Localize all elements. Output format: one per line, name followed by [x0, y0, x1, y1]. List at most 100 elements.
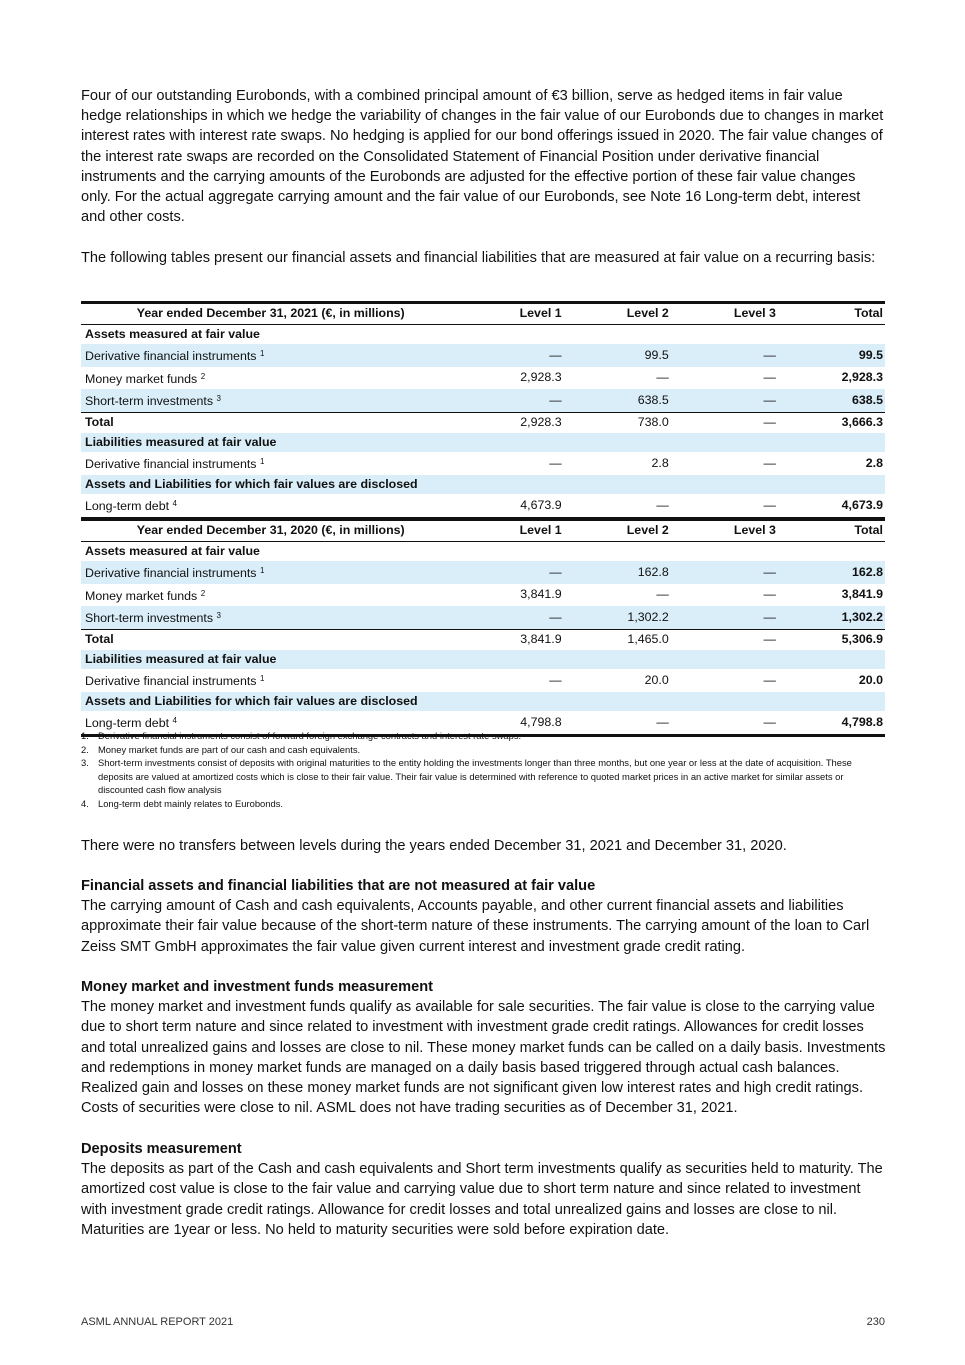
- footnote-ref: 2: [200, 588, 206, 598]
- footnote: 4. Long-term debt mainly relates to Eurob…: [81, 797, 871, 811]
- section-body: The money market and investment funds qu…: [81, 999, 886, 1117]
- section-heading: Deposits measurement: [81, 1141, 242, 1157]
- row-label: Liabilities measured at fair value: [81, 649, 885, 670]
- row-label-text: Assets and Liabilities for which fair va…: [85, 693, 418, 708]
- cell-value: —: [670, 494, 778, 520]
- cell-value: 2.8: [651, 455, 669, 470]
- row-label-text: Derivative financial instruments: [85, 457, 257, 472]
- cell-value: 20.0: [644, 672, 669, 687]
- cell-value: 4,798.8: [456, 711, 564, 737]
- row-label-text: Derivative financial instruments: [85, 674, 257, 689]
- row-label: Long-term debt 4: [81, 494, 457, 520]
- cell-value: 5,306.9: [777, 628, 885, 650]
- cell-value: 3,841.9: [456, 628, 564, 650]
- intro-paragraph: Four of our outstanding Eurobonds, with …: [81, 88, 884, 226]
- row-label: Long-term debt 4: [81, 711, 457, 737]
- table-row: Short-term investments 3—638.5—638.5: [81, 389, 885, 413]
- cell-value: 3,841.9: [520, 587, 562, 602]
- cell-value: 1,302.2: [777, 606, 885, 630]
- row-label: Derivative financial instruments 1: [81, 344, 457, 367]
- column-header: Level 1: [456, 518, 564, 542]
- row-label-text: Derivative financial instruments: [85, 349, 257, 364]
- column-header: Level 3: [670, 518, 778, 542]
- cell-value: —: [670, 628, 778, 650]
- table-title: Year ended December 31, 2020 (€, in mill…: [81, 518, 457, 542]
- cell-value: —: [549, 672, 562, 687]
- row-label: Derivative financial instruments 1: [81, 452, 456, 475]
- row-label-text: Total: [85, 631, 114, 646]
- table-row: Derivative financial instruments 1—99.5—…: [81, 344, 885, 367]
- row-label-text: Assets measured at fair value: [85, 326, 260, 341]
- row-label-text: Assets and Liabilities for which fair va…: [85, 476, 418, 491]
- fair-value-table-2021: Year ended December 31, 2021 (€, in mill…: [81, 301, 885, 520]
- cell-value: —: [670, 389, 778, 413]
- cell-value: —: [456, 606, 564, 630]
- table-header-row: Year ended December 31, 2021 (€, in mill…: [81, 301, 885, 325]
- total-row: Total 3,841.9 1,465.0—5,306.9: [81, 628, 885, 650]
- table-row: Short-term investments 3—1,302.2—1,302.2: [81, 606, 885, 630]
- section-not-fair-value: Financial assets and financial liabiliti…: [81, 876, 887, 957]
- footnote-number: 1.: [81, 730, 89, 741]
- cell-value: 638.5: [563, 389, 671, 413]
- table-title: Year ended December 31, 2021 (€, in mill…: [81, 301, 457, 325]
- cell-value: 4,673.9: [777, 494, 885, 520]
- row-label: Assets measured at fair value: [81, 324, 885, 344]
- row-label-text: Money market funds: [85, 588, 198, 603]
- transfers-text: There were no transfers between levels d…: [81, 838, 787, 854]
- table-row: Derivative financial instruments 1 — 20.0 —…: [81, 669, 885, 692]
- footnote-ref: 1: [259, 566, 265, 576]
- cell-value: 638.5: [777, 389, 885, 413]
- page-number: 230: [866, 1316, 885, 1328]
- footnote-text: Derivative financial instruments consist…: [98, 730, 522, 741]
- footnotes: 1. Derivative financial instruments consi…: [81, 729, 871, 811]
- column-header: Level 1: [456, 301, 564, 325]
- column-header: Level 2: [563, 301, 671, 325]
- cell-value: —: [670, 711, 778, 737]
- row-label: Money market funds 2: [81, 367, 456, 390]
- cell-value: —: [670, 561, 778, 584]
- row-label-text: Short-term investments: [85, 394, 214, 409]
- footnote-ref: 3: [216, 394, 221, 404]
- row-label-text: Money market funds: [85, 371, 198, 386]
- row-label: Derivative financial instruments 1: [81, 669, 456, 692]
- section-row: Assets and Liabilities for which fair va…: [81, 474, 885, 495]
- cell-value: 1,465.0: [563, 628, 671, 650]
- table-row: Long-term debt 4 4,673.9— —4,673.9: [81, 494, 885, 520]
- section-body: The deposits as part of the Cash and cas…: [81, 1161, 883, 1238]
- fair-value-table-2020: Year ended December 31, 2020 (€, in mill…: [81, 518, 885, 737]
- cell-value: —: [656, 370, 669, 385]
- footnote-ref: 3: [216, 611, 221, 621]
- cell-value: 2,928.3: [520, 370, 562, 385]
- cell-value: —: [763, 455, 776, 470]
- row-label-text: Assets measured at fair value: [85, 543, 260, 558]
- section-heading: Financial assets and financial liabiliti…: [81, 878, 596, 894]
- footnote-ref: 2: [200, 371, 206, 381]
- row-label: Assets and Liabilities for which fair va…: [81, 474, 885, 495]
- section-deposits: Deposits measurement The deposits as par…: [81, 1139, 887, 1240]
- footnote: 2. Money market funds are part of our cas…: [81, 743, 871, 757]
- cell-value: 3,666.3: [777, 411, 885, 433]
- cell-value: —: [763, 672, 776, 687]
- row-label-text: Derivative financial instruments: [85, 566, 257, 581]
- row-label-text: Liabilities measured at fair value: [85, 434, 277, 449]
- footnote-number: 2.: [81, 743, 89, 755]
- cell-value: —: [456, 561, 564, 584]
- cell-value: —: [670, 606, 778, 630]
- section-row: Liabilities measured at fair value: [81, 649, 885, 670]
- cell-value: 2,928.3: [841, 370, 883, 385]
- footnote-number: 4.: [81, 797, 89, 809]
- cell-value: 3,841.9: [841, 587, 883, 602]
- cell-value: 4,673.9: [456, 494, 564, 520]
- section-row: Liabilities measured at fair value: [81, 432, 885, 453]
- row-label-text: Liabilities measured at fair value: [85, 651, 277, 666]
- table-row: Derivative financial instruments 1 — 2.8 — 2…: [81, 452, 885, 475]
- footnote-text: Short-term investments consist of deposi…: [98, 757, 852, 796]
- cell-value: —: [563, 494, 671, 520]
- column-header: Total: [777, 301, 885, 325]
- cell-value: 99.5: [777, 344, 885, 367]
- column-header: Level 2: [563, 518, 671, 542]
- section-row: Assets and Liabilities for which fair va…: [81, 691, 885, 712]
- footnote: 1. Derivative financial instruments consi…: [81, 729, 871, 743]
- footnote: 3. Short-term investments consist of depo…: [81, 756, 871, 797]
